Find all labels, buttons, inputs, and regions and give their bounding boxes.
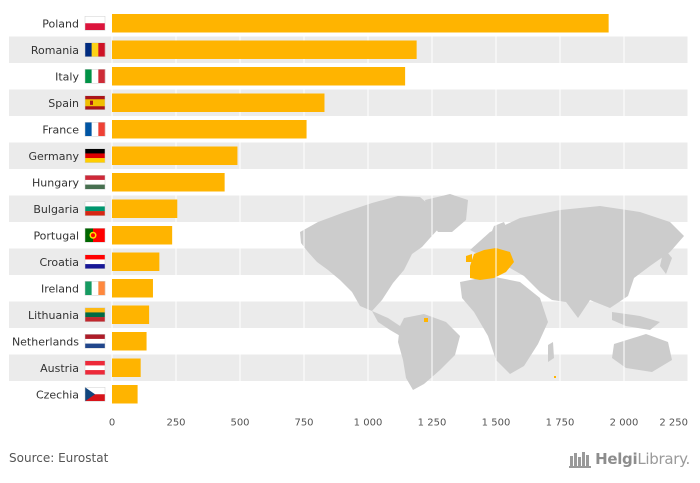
bar-spain bbox=[112, 94, 324, 113]
flag-portugal bbox=[85, 228, 105, 242]
category-label: Czechia bbox=[36, 388, 79, 401]
category-label: Bulgaria bbox=[33, 203, 79, 216]
map-reunion bbox=[554, 376, 556, 378]
row-band bbox=[9, 355, 688, 382]
category-label: Austria bbox=[40, 362, 79, 375]
category-label: Hungary bbox=[32, 176, 79, 189]
x-tick-label: 1 000 bbox=[354, 418, 383, 429]
category-label: Poland bbox=[42, 17, 79, 30]
bar-poland bbox=[112, 14, 609, 33]
flags bbox=[85, 16, 105, 401]
bar-germany bbox=[112, 147, 237, 166]
flag-italy bbox=[85, 69, 105, 83]
bar-czechia bbox=[112, 385, 138, 404]
bar-lithuania bbox=[112, 306, 149, 325]
x-tick-label: 2 000 bbox=[610, 418, 639, 429]
x-tick-label: 1 250 bbox=[418, 418, 447, 429]
x-tick-label: 500 bbox=[230, 418, 249, 429]
flag-poland bbox=[85, 16, 105, 30]
bar-bulgaria bbox=[112, 200, 177, 219]
category-label: Romania bbox=[31, 44, 79, 57]
flag-lithuania bbox=[85, 308, 105, 322]
bar-hungary bbox=[112, 173, 225, 192]
x-tick-label: 250 bbox=[166, 418, 185, 429]
source-note: Source: Eurostat bbox=[9, 451, 108, 465]
flag-ireland bbox=[85, 281, 105, 295]
bar-france bbox=[112, 120, 307, 139]
flag-hungary bbox=[85, 175, 105, 189]
map-french-guiana bbox=[424, 318, 428, 322]
flag-czechia bbox=[85, 387, 105, 401]
bar-chart: Poland Romania Italy Spain France Germany Hung… bbox=[0, 0, 700, 440]
logo-text: HelgiLibrary. bbox=[595, 450, 690, 468]
flag-netherlands bbox=[85, 334, 105, 348]
category-label: Germany bbox=[28, 150, 79, 163]
flag-romania bbox=[85, 43, 105, 57]
category-label: France bbox=[42, 123, 79, 136]
category-label: Ireland bbox=[41, 282, 79, 295]
bar-portugal bbox=[112, 226, 172, 245]
flag-croatia bbox=[85, 255, 105, 269]
category-label: Netherlands bbox=[12, 335, 79, 348]
bar-austria bbox=[112, 359, 141, 378]
flag-austria bbox=[85, 361, 105, 375]
bar-italy bbox=[112, 67, 405, 86]
flag-spain bbox=[85, 96, 105, 110]
category-label: Italy bbox=[55, 70, 79, 83]
category-label: Spain bbox=[48, 97, 79, 110]
x-tick-label: 750 bbox=[294, 418, 313, 429]
flag-france bbox=[85, 122, 105, 136]
x-tick-label: 2 250 bbox=[659, 418, 688, 429]
library-icon bbox=[569, 450, 595, 468]
flag-bulgaria bbox=[85, 202, 105, 216]
x-axis-ticks: 0 250 500 750 1 000 1 250 1 500 1 750 2 000 2 250 bbox=[109, 418, 688, 429]
bar-croatia bbox=[112, 253, 159, 272]
category-label: Lithuania bbox=[28, 309, 79, 322]
helgilibrary-logo: HelgiLibrary. bbox=[569, 447, 690, 471]
category-label: Croatia bbox=[39, 256, 79, 269]
x-tick-label: 0 bbox=[109, 418, 115, 429]
bar-ireland bbox=[112, 279, 153, 298]
flag-germany bbox=[85, 149, 105, 163]
row-band bbox=[9, 143, 688, 170]
x-tick-label: 1 750 bbox=[546, 418, 575, 429]
x-tick-label: 1 500 bbox=[482, 418, 511, 429]
bar-romania bbox=[112, 41, 417, 60]
bar-netherlands bbox=[112, 332, 147, 351]
row-band bbox=[9, 90, 688, 117]
category-label: Portugal bbox=[33, 229, 79, 242]
